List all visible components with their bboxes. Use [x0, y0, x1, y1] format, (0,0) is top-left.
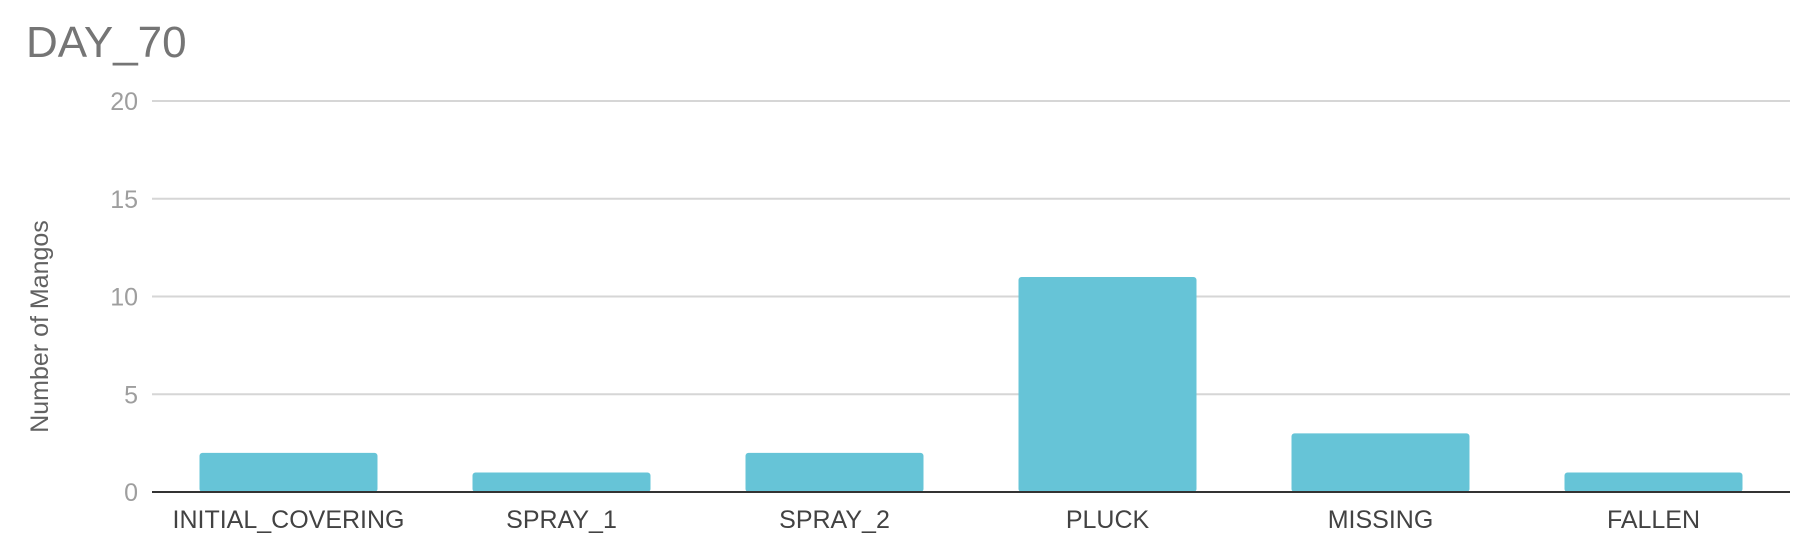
x-tick-label: INITIAL_COVERING [173, 506, 405, 534]
y-tick-label: 10 [110, 284, 138, 312]
y-axis-title: Number of Mangos [26, 220, 54, 433]
x-tick-label: PLUCK [1066, 506, 1150, 534]
bars [152, 276, 1790, 493]
y-tick-label: 15 [110, 186, 138, 214]
x-tick-label: MISSING [1328, 506, 1434, 534]
x-tick-label: SPRAY_2 [779, 506, 890, 534]
bar-pluck[interactable] [1018, 276, 1197, 492]
x-tick-label: SPRAY_1 [506, 506, 617, 534]
x-tick-label: FALLEN [1607, 506, 1700, 534]
chart-title: DAY_70 [26, 18, 187, 67]
bar-spray-2[interactable] [745, 452, 924, 492]
bar-spray-1[interactable] [472, 472, 651, 492]
y-tick-label: 5 [124, 381, 138, 409]
y-tick-label: 20 [110, 88, 138, 116]
bar-fallen[interactable] [1564, 472, 1743, 492]
gridlines [152, 100, 1790, 493]
y-tick-label: 0 [124, 479, 138, 507]
bar-initial-covering[interactable] [199, 452, 378, 492]
bar-missing[interactable] [1291, 433, 1470, 492]
labels: 0 5 10 15 20 INITIAL_COVERING SPRAY_1 SPRAY_2 PL… [110, 88, 1700, 534]
